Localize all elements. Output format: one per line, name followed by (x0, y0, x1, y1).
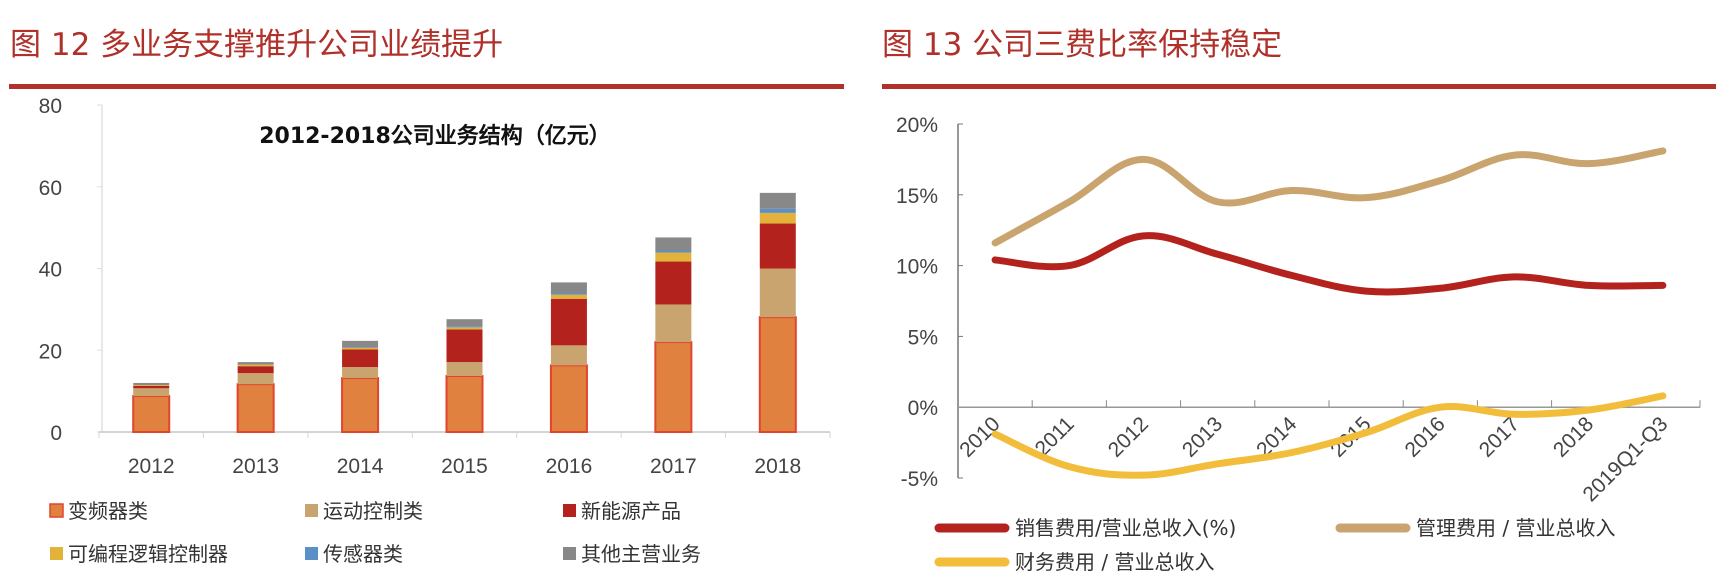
bar-segment-2015-0 (445, 375, 484, 433)
bar-segment-2018-5 (759, 192, 796, 209)
bar-segment-2014-0 (341, 377, 380, 434)
legend-label: 变频器类 (68, 499, 148, 523)
y-tick-label: 20 (39, 340, 62, 363)
bar-segment-2013-0 (236, 383, 275, 433)
x-tick-label: 2013 (232, 455, 279, 478)
bar-segment-2017-4 (655, 250, 692, 253)
bar-segment-2013-1 (237, 373, 274, 385)
legend-swatch (305, 504, 318, 517)
line-series-1 (991, 147, 1667, 247)
bar-segment-2018-4 (759, 208, 796, 213)
x-tick-label: 2012 (128, 455, 175, 478)
bar-segment-2017-3 (655, 252, 692, 262)
bar-chart-title: 2012-2018公司业务结构（亿元） (259, 123, 611, 149)
bar-segment-2018-2 (759, 223, 796, 269)
x-tick-label: 2018 (1549, 412, 1598, 461)
bar-segment-2018-1 (759, 268, 796, 318)
y-tick-label: -5% (901, 468, 938, 491)
bar-segment-2015-3 (446, 327, 483, 330)
legend-swatch (305, 547, 318, 560)
legend-label: 管理费用 / 营业总收入 (1416, 516, 1615, 540)
bar-segment-2015-2 (446, 329, 483, 363)
bar-segment-2013-5 (237, 362, 274, 365)
title-divider-left (9, 84, 844, 89)
bar-segment-2012-0 (132, 395, 171, 433)
bar-segment-2017-1 (655, 304, 692, 343)
bar-segment-2012-1 (133, 388, 170, 397)
x-tick-label: 2015 (441, 455, 488, 478)
bar-segment-2014-5 (342, 340, 379, 348)
y-tick-label: 60 (39, 177, 62, 200)
x-tick-label: 2017 (1475, 412, 1524, 461)
bar-segment-2016-4 (550, 293, 587, 295)
bar-segment-2016-1 (550, 345, 587, 366)
title-divider-right (882, 84, 1716, 89)
y-tick-label: 80 (39, 95, 62, 118)
bar-segment-2016-2 (550, 298, 587, 346)
figure-12-title: 图 12 多业务支撑推升公司业绩提升 (10, 27, 503, 63)
line-series-0 (991, 232, 1667, 296)
bar-segment-2015-1 (446, 362, 483, 377)
y-tick-label: 40 (39, 259, 62, 282)
legend-swatch (49, 503, 64, 518)
business-structure-bar-chart: 2012-2018公司业务结构（亿元） 0 20 40 60 80 2012 2013 201… (39, 95, 831, 566)
line-series-2 (991, 392, 1667, 479)
figure-13-title: 图 13 公司三费比率保持稳定 (882, 27, 1282, 63)
x-tick-label: 2016 (546, 455, 593, 478)
bar-segment-2015-4 (446, 326, 483, 328)
x-tick-label: 2014 (337, 455, 384, 478)
legend-label: 其他主营业务 (581, 542, 701, 566)
bar-segment-2018-3 (759, 212, 796, 224)
legend-label: 传感器类 (323, 542, 403, 566)
x-tick-label: 2018 (754, 455, 801, 478)
bar-segment-2012-5 (133, 382, 170, 385)
legend-label: 销售费用/营业总收入(%) (1015, 516, 1236, 540)
legend-swatch (563, 547, 576, 560)
bar-segment-2013-3 (237, 364, 274, 367)
bar-segment-2016-0 (549, 364, 588, 433)
bar-segment-2016-5 (550, 282, 587, 294)
legend-label: 可编程逻辑控制器 (68, 542, 228, 566)
bar-segment-2012-3 (133, 384, 170, 386)
bar-segment-2014-1 (342, 367, 379, 379)
x-tick-label: 2012 (1104, 412, 1153, 461)
bar-segment-2012-2 (133, 385, 170, 389)
bar-segment-2017-2 (655, 261, 692, 305)
bar-segment-2014-3 (342, 347, 379, 350)
bar-segment-2014-4 (342, 347, 379, 348)
x-tick-label: 2013 (1178, 412, 1227, 461)
bar-segment-2017-5 (655, 237, 692, 251)
bar-segment-2017-0 (654, 341, 693, 434)
y-tick-label: 15% (896, 185, 938, 208)
y-tick-label: 20% (896, 114, 938, 137)
legend-label: 财务费用 / 营业总收入 (1015, 550, 1214, 574)
y-tick-label: 0 (50, 422, 62, 445)
legend-label: 新能源产品 (581, 499, 681, 523)
bar-segment-2018-0 (758, 316, 797, 433)
x-tick-label: 2017 (650, 455, 697, 478)
legend-swatch (50, 547, 63, 560)
y-tick-label: 5% (908, 326, 938, 349)
legend-label: 运动控制类 (323, 499, 423, 523)
expense-ratio-line-chart: -5%0%5%10%15%20%2010 2011 2012 2013 2014 2015… (896, 114, 1701, 574)
bar-segment-2016-3 (550, 294, 587, 299)
legend-swatch (563, 504, 576, 517)
bar-segment-2013-2 (237, 366, 274, 374)
bar-segment-2015-5 (446, 319, 483, 327)
y-tick-label: 0% (908, 397, 938, 420)
y-tick-label: 10% (896, 256, 938, 279)
bar-segment-2014-2 (342, 349, 379, 368)
